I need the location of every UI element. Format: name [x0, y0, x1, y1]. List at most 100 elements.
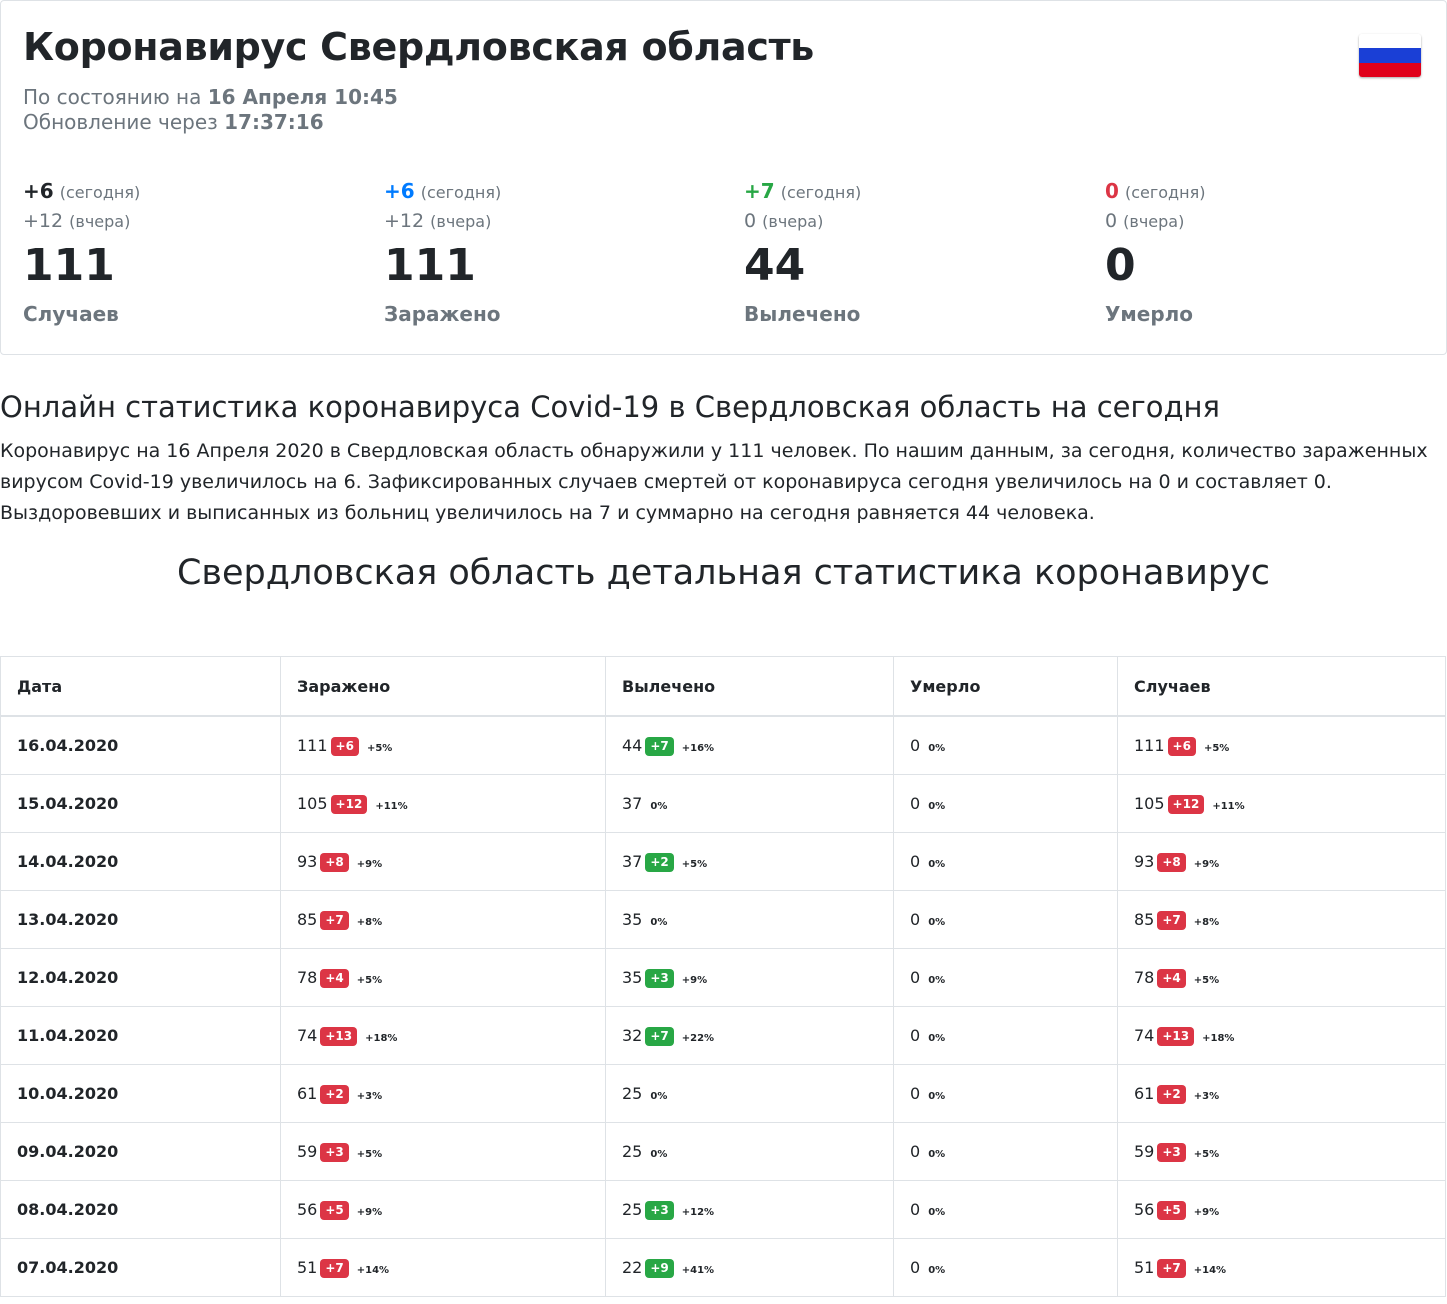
cell-date: 16.04.2020 — [0, 715, 281, 775]
delta-badge: +3 — [1157, 1142, 1186, 1162]
cell-infected: 105 +12 +11% — [280, 774, 606, 833]
delta-badge: +3 — [645, 1200, 674, 1220]
cell-cases: 93 +8 +9% — [1117, 832, 1446, 891]
delta-badge: +8 — [320, 852, 349, 872]
cell-recovered: 37 +2 +5% — [605, 832, 894, 891]
stat-infected-total: 111 — [384, 240, 476, 291]
cell-died: 0 0% — [893, 1122, 1118, 1181]
table-row: 16.04.2020 111 +6 +5% 44 +7 +16% 0 0% 111 +6 +5% — [0, 715, 1446, 775]
delta-badge: +5 — [320, 1200, 349, 1220]
stats-table: Дата Заражено Вылечено Умерло Случаев 16… — [0, 656, 1446, 1297]
russia-flag-icon — [1359, 34, 1421, 77]
summary-card: Коронавирус Свердловская область По сост… — [0, 0, 1447, 355]
stat-infected-yesterday-label: (вчера) — [430, 212, 492, 231]
column-header-cases: Случаев — [1117, 656, 1446, 717]
update-prefix: Обновление через — [23, 110, 218, 134]
cell-infected: 111 +6 +5% — [280, 715, 606, 775]
column-header-recovered: Вылечено — [605, 656, 894, 717]
cell-cases-value: 105 — [1134, 793, 1165, 813]
table-row: 07.04.2020 51 +7 +14% 22 +9 +41% 0 0% 51 +7 +14% — [0, 1238, 1446, 1297]
table-row: 10.04.2020 61 +2 +3% 25 0% 0 0% 61 +2 +3% — [0, 1064, 1446, 1123]
delta-badge: +12 — [1167, 794, 1205, 814]
table-row: 14.04.2020 93 +8 +9% 37 +2 +5% 0 0% 93 +8 +9% — [0, 832, 1446, 891]
stat-cases-today: +6 — [23, 179, 54, 203]
cell-cases-value: 78 — [1134, 967, 1155, 987]
page-title: Коронавирус Свердловская область — [23, 25, 815, 69]
stat-cases: +6 (сегодня) +12 (вчера) 111 Случаев — [23, 179, 363, 326]
delta-badge: +7 — [645, 1026, 674, 1046]
delta-badge: +7 — [1157, 1258, 1186, 1278]
cell-recovered-value: 37 — [622, 851, 643, 871]
delta-badge: +4 — [320, 968, 349, 988]
column-header-died: Умерло — [893, 656, 1118, 717]
cell-cases-value: 56 — [1134, 1199, 1155, 1219]
delta-badge: +5 — [1157, 1200, 1186, 1220]
cell-date: 07.04.2020 — [0, 1238, 281, 1297]
cell-recovered: 35 0% — [605, 890, 894, 949]
cell-died-value: 0 — [910, 1026, 921, 1045]
stat-recovered-today-label: (сегодня) — [780, 183, 862, 202]
percent-change: +5% — [681, 858, 708, 870]
delta-badge: +7 — [1157, 910, 1186, 930]
percent-change: +5% — [356, 974, 383, 986]
percent-change: 0% — [928, 801, 946, 812]
cell-died-value: 0 — [910, 968, 921, 987]
stat-cases-today-label: (сегодня) — [59, 183, 141, 202]
percent-change: 0% — [928, 1149, 946, 1160]
percent-change: 0% — [650, 801, 668, 812]
percent-change: +12% — [681, 1206, 715, 1218]
percent-change: 0% — [928, 743, 946, 754]
delta-badge: +7 — [320, 1258, 349, 1278]
detail-heading: Свердловская область детальная статистик… — [176, 553, 1271, 593]
cell-died: 0 0% — [893, 1238, 1118, 1297]
cell-died: 0 0% — [893, 948, 1118, 1007]
table-header-row: Дата Заражено Вылечено Умерло Случаев — [0, 656, 1446, 717]
stat-recovered-label: Вылечено — [744, 302, 861, 326]
cell-date: 15.04.2020 — [0, 774, 281, 833]
cell-died: 0 0% — [893, 715, 1118, 775]
cell-date: 08.04.2020 — [0, 1180, 281, 1239]
stat-died: 0 (сегодня) 0 (вчера) 0 Умерло — [1105, 179, 1445, 326]
cell-recovered: 25 +3 +12% — [605, 1180, 894, 1239]
stat-died-yesterday-label: (вчера) — [1123, 212, 1185, 231]
percent-change: +5% — [356, 1148, 383, 1160]
cell-infected: 56 +5 +9% — [280, 1180, 606, 1239]
cell-date: 10.04.2020 — [0, 1064, 281, 1123]
percent-change: +3% — [356, 1090, 383, 1102]
percent-change: +9% — [356, 858, 383, 870]
cell-died: 0 0% — [893, 1064, 1118, 1123]
stat-cases-yesterday: +12 — [23, 210, 64, 232]
cell-recovered: 22 +9 +41% — [605, 1238, 894, 1297]
stat-cases-total: 111 — [23, 240, 115, 291]
percent-change: +8% — [1193, 916, 1220, 928]
cell-recovered: 32 +7 +22% — [605, 1006, 894, 1065]
stat-died-label: Умерло — [1105, 302, 1194, 326]
percent-change: 0% — [928, 1265, 946, 1276]
cell-recovered-value: 25 — [622, 1084, 643, 1103]
cell-infected-value: 56 — [297, 1199, 318, 1219]
status-line: По состоянию на 16 Апреля 10:45 — [23, 85, 398, 109]
percent-change: +41% — [681, 1264, 715, 1276]
delta-badge: +3 — [645, 968, 674, 988]
cell-infected: 59 +3 +5% — [280, 1122, 606, 1181]
stat-died-total: 0 — [1105, 240, 1136, 291]
table-row: 09.04.2020 59 +3 +5% 25 0% 0 0% 59 +3 +5% — [0, 1122, 1446, 1181]
status-prefix: По состоянию на — [23, 85, 202, 109]
update-countdown: 17:37:16 — [224, 110, 324, 134]
percent-change: +18% — [1202, 1032, 1235, 1044]
stat-infected-today: +6 — [384, 179, 415, 203]
percent-change: +22% — [681, 1032, 715, 1044]
cell-cases: 56 +5 +9% — [1117, 1180, 1446, 1239]
cell-date: 12.04.2020 — [0, 948, 281, 1007]
cell-cases: 74 +13 +18% — [1117, 1006, 1446, 1065]
cell-cases: 111 +6 +5% — [1117, 715, 1446, 775]
percent-change: +5% — [1193, 974, 1220, 986]
percent-change: 0% — [928, 975, 946, 986]
cell-died-value: 0 — [910, 794, 921, 813]
stat-died-today-label: (сегодня) — [1124, 183, 1206, 202]
stat-recovered: +7 (сегодня) 0 (вчера) 44 Вылечено — [744, 179, 1084, 326]
cell-died-value: 0 — [910, 910, 921, 929]
percent-change: +16% — [681, 742, 715, 754]
cell-died-value: 0 — [910, 736, 921, 755]
percent-change: 0% — [650, 917, 668, 928]
